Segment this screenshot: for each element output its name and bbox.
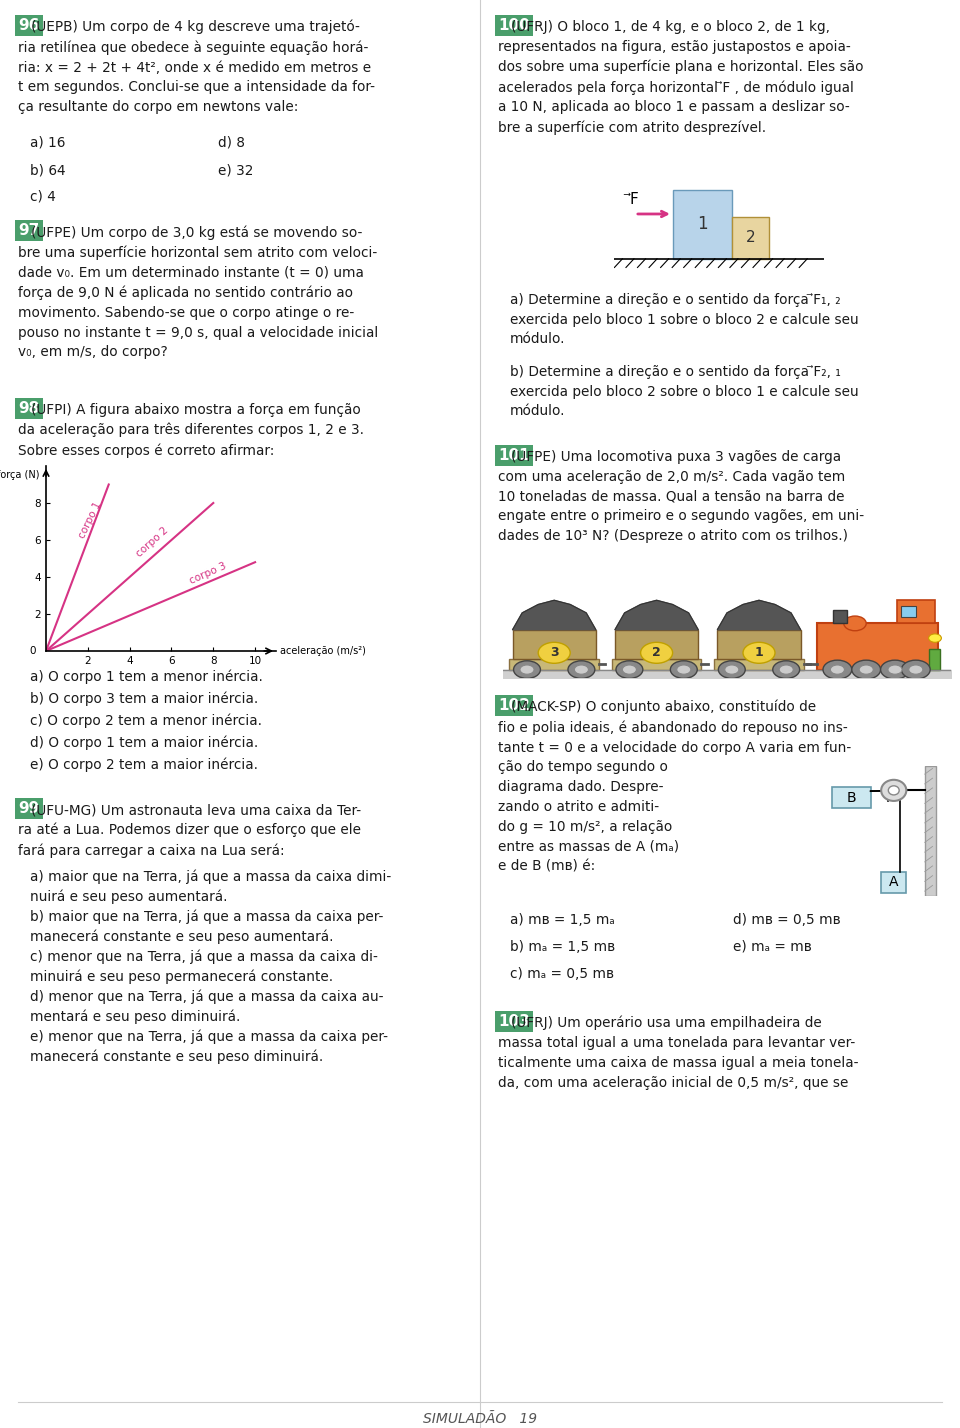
- Text: (MACK-SP) O conjunto abaixo, constituído de
fio e polia ideais, é abandonado do : (MACK-SP) O conjunto abaixo, constituído…: [498, 700, 852, 873]
- Text: 1: 1: [697, 216, 708, 233]
- Text: a) O corpo 1 tem a menor inércia.: a) O corpo 1 tem a menor inércia.: [30, 668, 263, 684]
- Text: (UFPI) A figura abaixo mostra a força em função
da aceleração para três diferent: (UFPI) A figura abaixo mostra a força em…: [18, 403, 364, 458]
- Circle shape: [514, 661, 540, 678]
- Circle shape: [574, 665, 588, 674]
- Text: e) mₐ = mʙ: e) mₐ = mʙ: [733, 940, 811, 954]
- Circle shape: [568, 661, 595, 678]
- Text: 100: 100: [498, 19, 530, 33]
- Text: (UFRJ) O bloco 1, de 4 kg, e o bloco 2, de 1 kg,
representados na figura, estão : (UFRJ) O bloco 1, de 4 kg, e o bloco 2, …: [498, 20, 863, 134]
- Bar: [615, 630, 698, 660]
- Bar: [717, 630, 801, 660]
- Circle shape: [743, 643, 775, 663]
- Text: B: B: [847, 791, 856, 805]
- Circle shape: [901, 660, 930, 680]
- Polygon shape: [513, 600, 596, 630]
- Text: d) menor que na Terra, já que a massa da caixa au-
mentará e seu peso diminuirá.: d) menor que na Terra, já que a massa da…: [30, 990, 383, 1024]
- Bar: [732, 217, 769, 258]
- Text: a) Determine a direção e o sentido da força ⃗F₁, ₂
exercida pelo bloco 1 sobre o: a) Determine a direção e o sentido da fo…: [510, 293, 858, 347]
- Bar: [673, 190, 732, 258]
- Circle shape: [539, 643, 570, 663]
- Bar: [832, 610, 847, 624]
- Bar: [714, 660, 804, 670]
- Text: a) maior que na Terra, já que a massa da caixa dimi-
nuirá e seu peso aumentará.: a) maior que na Terra, já que a massa da…: [30, 870, 392, 904]
- Bar: [897, 600, 935, 624]
- Text: e) 32: e) 32: [218, 163, 253, 177]
- Circle shape: [852, 660, 880, 680]
- Circle shape: [844, 615, 866, 631]
- Polygon shape: [717, 600, 801, 630]
- Text: d) mʙ = 0,5 mʙ: d) mʙ = 0,5 mʙ: [733, 912, 841, 927]
- Text: 2: 2: [652, 647, 661, 660]
- Text: corpo 2: corpo 2: [133, 524, 170, 558]
- Text: força (N): força (N): [0, 470, 39, 480]
- Text: corpo 3: corpo 3: [188, 561, 228, 587]
- Bar: [901, 605, 916, 617]
- Text: 97: 97: [18, 223, 39, 238]
- Circle shape: [670, 661, 697, 678]
- Text: (UFPE) Uma locomotiva puxa 3 vagões de carga
com uma aceleração de 2,0 m/s². Cad: (UFPE) Uma locomotiva puxa 3 vagões de c…: [498, 450, 864, 543]
- Circle shape: [622, 665, 636, 674]
- Circle shape: [677, 665, 691, 674]
- Bar: [831, 787, 871, 808]
- Text: ⃗F: ⃗F: [631, 193, 639, 207]
- Circle shape: [830, 665, 845, 674]
- Text: b) maior que na Terra, já que a massa da caixa per-
manecerá constante e seu pes: b) maior que na Terra, já que a massa da…: [30, 910, 383, 944]
- Text: a) 16: a) 16: [30, 136, 65, 150]
- Text: d) 8: d) 8: [218, 136, 245, 150]
- Text: 99: 99: [18, 801, 39, 815]
- Text: e) O corpo 2 tem a maior inércia.: e) O corpo 2 tem a maior inércia.: [30, 757, 258, 771]
- Text: 3: 3: [550, 647, 559, 660]
- Polygon shape: [615, 600, 698, 630]
- Text: c) menor que na Terra, já que a massa da caixa di-
minuirá e seu peso permanecer: c) menor que na Terra, já que a massa da…: [30, 950, 378, 984]
- Bar: [510, 660, 599, 670]
- Circle shape: [773, 661, 800, 678]
- Circle shape: [780, 665, 793, 674]
- Circle shape: [909, 665, 923, 674]
- Circle shape: [640, 643, 673, 663]
- Circle shape: [859, 665, 874, 674]
- Text: SIMULADÃO   19: SIMULADÃO 19: [423, 1412, 537, 1427]
- Circle shape: [718, 661, 745, 678]
- Circle shape: [928, 634, 942, 643]
- Text: 98: 98: [18, 401, 39, 416]
- Text: b) Determine a direção e o sentido da força ⃗F₂, ₁
exercida pelo bloco 2 sobre o: b) Determine a direção e o sentido da fo…: [510, 366, 858, 418]
- Text: corpo 1: corpo 1: [78, 500, 104, 540]
- Text: 101: 101: [498, 448, 530, 463]
- Text: b) 64: b) 64: [30, 163, 65, 177]
- Bar: [817, 624, 938, 670]
- Bar: [881, 871, 906, 892]
- Bar: [513, 630, 596, 660]
- Text: 96: 96: [18, 19, 39, 33]
- Circle shape: [888, 785, 900, 795]
- Circle shape: [880, 660, 909, 680]
- Text: 1: 1: [755, 647, 763, 660]
- Text: c) O corpo 2 tem a menor inércia.: c) O corpo 2 tem a menor inércia.: [30, 713, 262, 727]
- Text: 102: 102: [498, 698, 530, 713]
- Text: b) mₐ = 1,5 mʙ: b) mₐ = 1,5 mʙ: [510, 940, 615, 954]
- Bar: [924, 765, 936, 895]
- Text: 0: 0: [29, 645, 36, 655]
- Text: c) 4: c) 4: [30, 190, 56, 204]
- Text: 2: 2: [746, 230, 756, 246]
- Bar: [612, 660, 702, 670]
- Circle shape: [823, 660, 852, 680]
- Circle shape: [888, 665, 902, 674]
- Text: d) O corpo 1 tem a maior inércia.: d) O corpo 1 tem a maior inércia.: [30, 735, 258, 750]
- Circle shape: [520, 665, 534, 674]
- Circle shape: [616, 661, 643, 678]
- Text: c) mₐ = 0,5 mʙ: c) mₐ = 0,5 mʙ: [510, 967, 613, 981]
- Text: (UFU-MG) Um astronauta leva uma caixa da Ter-
ra até a Lua. Podemos dizer que o : (UFU-MG) Um astronauta leva uma caixa da…: [18, 803, 361, 858]
- Bar: [928, 648, 940, 670]
- Text: e) menor que na Terra, já que a massa da caixa per-
manecerá constante e seu pes: e) menor que na Terra, já que a massa da…: [30, 1030, 388, 1064]
- Text: (UEPB) Um corpo de 4 kg descreve uma trajetó-
ria retilínea que obedece à seguin: (UEPB) Um corpo de 4 kg descreve uma tra…: [18, 20, 375, 114]
- Circle shape: [881, 780, 906, 801]
- Text: (UFRJ) Um operário usa uma empilhadeira de
massa total igual a uma tonelada para: (UFRJ) Um operário usa uma empilhadeira …: [498, 1015, 858, 1090]
- Text: aceleração (m/s²): aceleração (m/s²): [280, 645, 366, 655]
- Text: (UFPE) Um corpo de 3,0 kg está se movendo so-
bre uma superfície horizontal sem : (UFPE) Um corpo de 3,0 kg está se movend…: [18, 226, 378, 360]
- Text: A: A: [889, 875, 899, 890]
- Text: 103: 103: [498, 1014, 530, 1030]
- Text: b) O corpo 3 tem a maior inércia.: b) O corpo 3 tem a maior inércia.: [30, 691, 258, 705]
- Text: a) mʙ = 1,5 mₐ: a) mʙ = 1,5 mₐ: [510, 912, 614, 927]
- Circle shape: [725, 665, 739, 674]
